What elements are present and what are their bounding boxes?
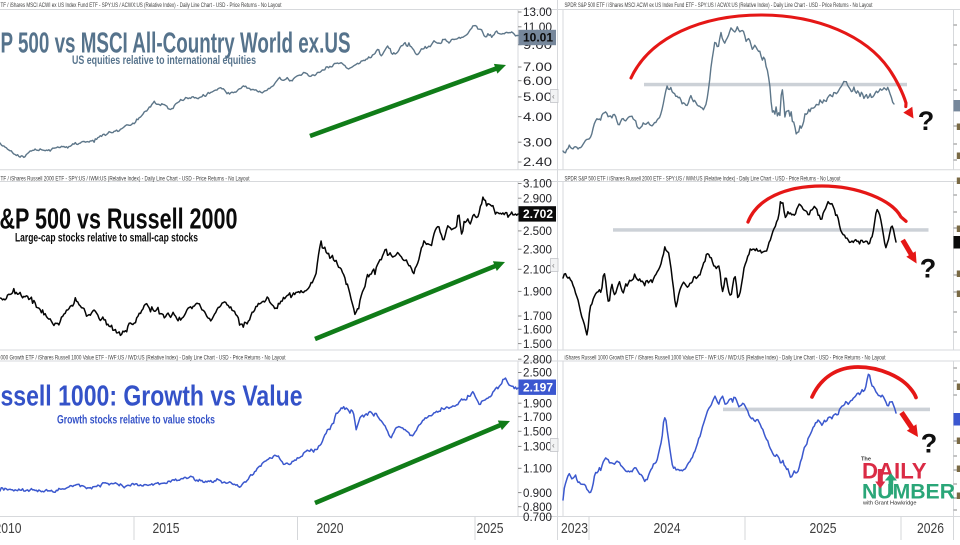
svg-text:‹: ‹ (552, 92, 555, 101)
svg-text:2.100: 2.100 (523, 264, 552, 277)
svg-text:2025: 2025 (810, 521, 837, 537)
svg-text:7.00: 7.00 (523, 61, 552, 74)
svg-text:2026: 2026 (917, 521, 944, 537)
svg-text:2020: 2020 (317, 521, 344, 537)
svg-text:?: ? (920, 254, 937, 284)
svg-text:0.700: 0.700 (523, 511, 552, 524)
svg-text:1.700: 1.700 (523, 411, 552, 424)
svg-text:‹: ‹ (552, 441, 555, 450)
svg-text:ssell 1000: Growth vs Value: ssell 1000: Growth vs Value (1, 381, 303, 413)
svg-text:2.500: 2.500 (523, 225, 552, 238)
svg-text:iShares Russell 1000 Growth ET: iShares Russell 1000 Growth ETF / iShare… (565, 355, 886, 362)
svg-text:1.500: 1.500 (523, 338, 552, 351)
svg-text:13.00: 13.00 (523, 6, 552, 19)
svg-text:SPDR S&P 500 ETF / iShares MSC: SPDR S&P 500 ETF / iShares MSCI ACWI ex … (565, 2, 873, 9)
svg-text:2.300: 2.300 (523, 243, 552, 256)
svg-text:1.700: 1.700 (523, 310, 552, 323)
svg-text:2.800: 2.800 (523, 353, 552, 366)
svg-text:2025: 2025 (477, 521, 504, 537)
svg-text:10.01: 10.01 (523, 31, 553, 45)
svg-text:1.900: 1.900 (523, 397, 552, 410)
svg-text:3.00: 3.00 (523, 136, 552, 149)
svg-text:5.00: 5.00 (523, 91, 552, 104)
svg-text:?: ? (918, 106, 935, 136)
svg-text:Large-cap stocks relative to s: Large-cap stocks relative to small-cap s… (15, 233, 198, 245)
svg-text:2024: 2024 (654, 521, 681, 537)
svg-text:0.900: 0.900 (523, 487, 552, 500)
svg-text:4.00: 4.00 (523, 111, 552, 124)
svg-text:1.900: 1.900 (523, 286, 552, 299)
svg-text:3.100: 3.100 (523, 178, 552, 191)
svg-text:with Grant Hawkridge: with Grant Hawkridge (862, 501, 916, 507)
svg-text:000 Growth ETF / iShares Russe: 000 Growth ETF / iShares Russell 1000 Va… (1, 355, 286, 362)
svg-text:1.300: 1.300 (523, 441, 552, 454)
svg-text:Growth stocks relative to valu: Growth stocks relative to value stocks (57, 415, 215, 427)
svg-text:6.00: 6.00 (523, 75, 552, 88)
svg-text:TF / iShares Russell 2000 ETF: TF / iShares Russell 2000 ETF - SPY:US /… (1, 176, 250, 183)
svg-text:1.500: 1.500 (523, 426, 552, 439)
svg-text:2.500: 2.500 (523, 367, 552, 380)
svg-text:2023: 2023 (561, 521, 588, 537)
svg-text:2.900: 2.900 (523, 192, 552, 205)
svg-text:1.600: 1.600 (523, 324, 552, 337)
svg-text:2015: 2015 (153, 521, 180, 537)
svg-text:?: ? (921, 429, 938, 459)
svg-text:2010: 2010 (0, 521, 22, 537)
svg-text:1.100: 1.100 (523, 463, 552, 476)
svg-text:‹: ‹ (552, 261, 555, 270)
svg-text:2.197: 2.197 (523, 380, 553, 394)
svg-text:2.702: 2.702 (523, 207, 553, 221)
svg-text:&P 500 vs Russell 2000: &P 500 vs Russell 2000 (0, 204, 238, 236)
svg-text:SPDR S&P 500 ETF / iShares Rus: SPDR S&P 500 ETF / iShares Russell 2000 … (565, 176, 841, 183)
svg-text:US equities relative to intern: US equities relative to international eq… (72, 55, 256, 67)
svg-text:2.40: 2.40 (523, 156, 552, 169)
svg-text:TF / iShares MSCI ACWI ex US I: TF / iShares MSCI ACWI ex US Index Fund … (1, 2, 282, 9)
